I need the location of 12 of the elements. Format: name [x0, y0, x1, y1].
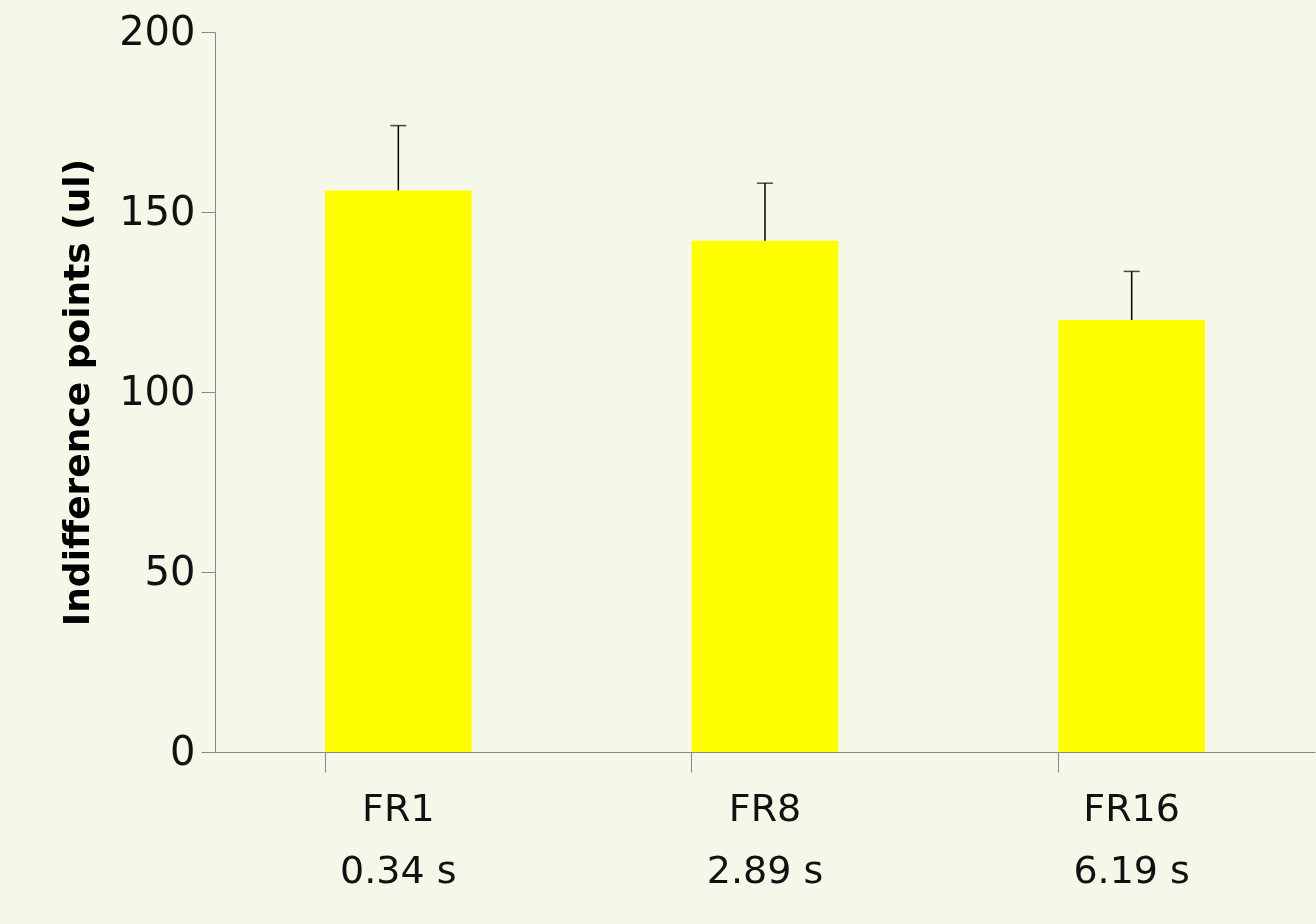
x-tick-label: FR8 2.89 s	[706, 785, 824, 892]
y-tick-label: 100	[119, 367, 196, 414]
bar	[691, 240, 839, 752]
x-tick-label: FR16 6.19 s	[1073, 785, 1190, 892]
y-axis-title: Indifference points (ul)	[56, 158, 98, 627]
y-tick-label: 150	[119, 187, 196, 234]
y-tick-label: 0	[170, 727, 196, 774]
bar	[1058, 320, 1205, 752]
y-tick-label: 50	[144, 547, 196, 594]
x-tick-label: FR1 0.34 s	[340, 785, 457, 892]
y-tick-label: 200	[119, 7, 196, 54]
bar	[325, 190, 472, 752]
